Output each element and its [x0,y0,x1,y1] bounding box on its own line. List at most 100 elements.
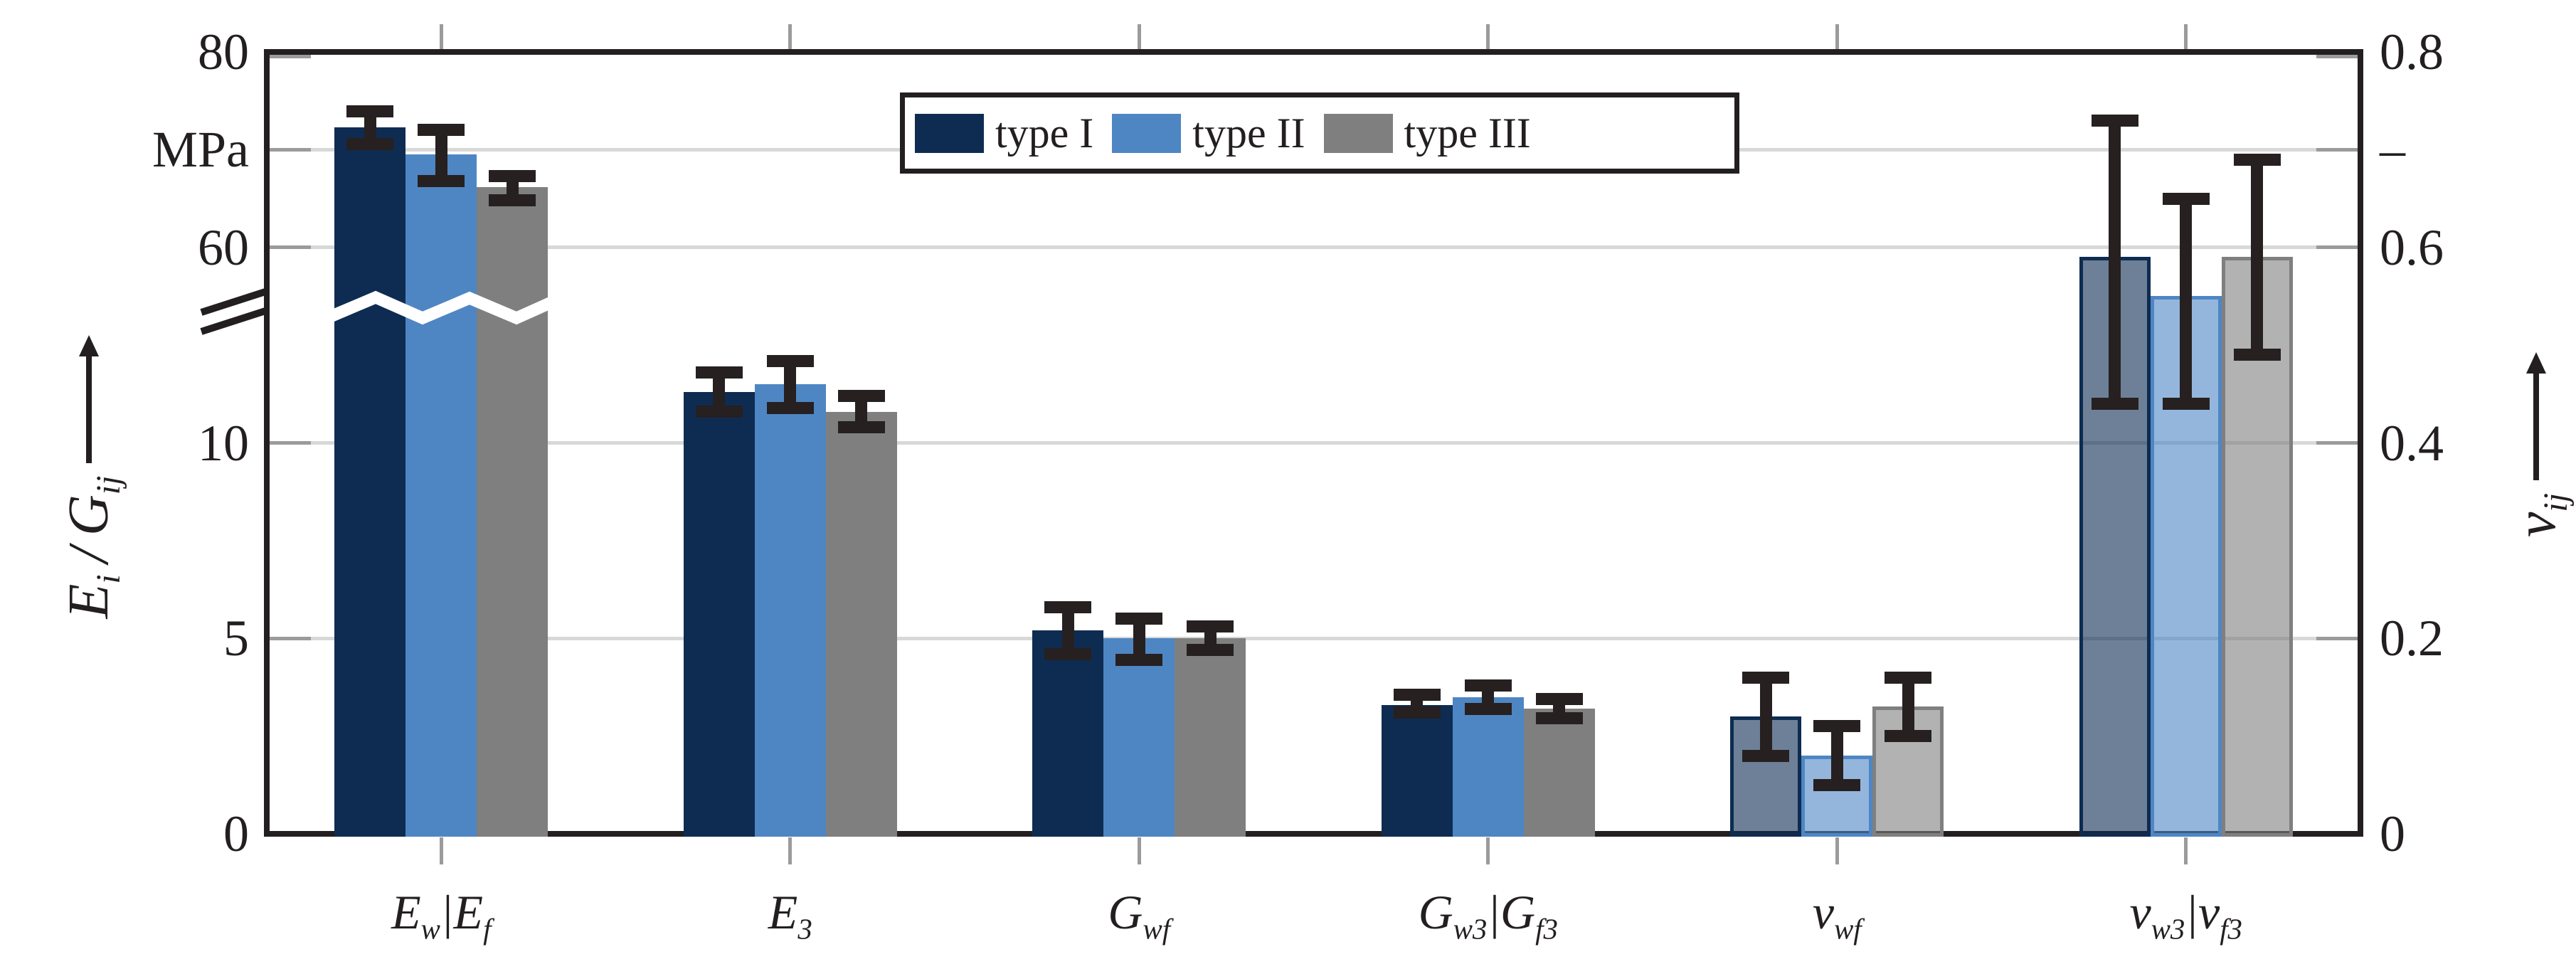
left-tick-stub [270,441,311,445]
x-tick-top [439,24,443,49]
left-tick-label: 0 [223,805,249,862]
error-bar-cap-bottom [418,174,465,187]
bar [334,127,406,837]
error-bar-cap-top [418,124,465,137]
bar [683,392,755,837]
error-bar-line [1133,618,1145,660]
left-axis-title: Ei / Gij [36,206,142,747]
right-tick-stub [2316,55,2358,58]
x-tick-bottom [439,837,443,864]
legend-entry: type II [1112,109,1305,158]
error-bar-cap-bottom [2091,398,2138,411]
error-bar-cap-bottom [1393,706,1441,719]
error-bar-cap-top [1885,671,1932,684]
left-tick-stub [270,636,311,640]
bar [1523,709,1595,837]
error-bar-cap-top [1813,720,1861,733]
right-tick-label: 0.8 [2380,23,2444,80]
x-category-label: Gw3|Gf3 [1418,885,1558,946]
bar [1381,704,1453,837]
x-category-label: νw3|νf3 [2129,885,2242,946]
error-bar-cap-bottom [489,194,536,207]
x-tick-top [1835,24,1839,49]
error-bar-line [435,129,447,181]
legend: type I type II type III [900,92,1739,174]
error-bar-cap-bottom [766,401,814,414]
x-category-label: Ew|Ef [391,885,492,946]
legend-swatch [1323,113,1393,153]
right-axis-title-text: νij [2504,492,2575,538]
gridline [270,441,2358,445]
x-tick-top [1486,24,1490,49]
error-bar-cap-bottom [2233,349,2281,361]
right-axis-unit: – [2380,121,2405,178]
error-bar-line [1830,726,1843,785]
error-bar-cap-top [766,354,814,367]
legend-label: type II [1192,109,1305,157]
error-bar-cap-top [695,366,743,379]
left-tick-label: 60 [198,218,249,276]
error-bar-cap-top [1044,600,1092,613]
bar [1032,630,1104,837]
x-category-label: νwf [1812,885,1862,946]
bar [1175,638,1246,837]
x-tick-top [2184,24,2188,49]
x-tick-bottom [1137,837,1141,864]
error-bar-cap-bottom [1885,730,1932,743]
error-bar-line [784,361,797,408]
left-tick-stub [270,147,311,152]
bar [1452,697,1524,837]
left-tick-stub [270,245,311,250]
error-bar-line [713,372,726,412]
error-bar-cap-top [1187,620,1234,633]
error-bar-cap-bottom [1464,702,1512,715]
x-category-label: E3 [768,885,812,946]
right-tick-stub [2316,147,2358,152]
left-tick-label: 80 [198,23,249,80]
left-axis-unit: MPa [152,121,249,178]
up-arrow-icon [79,334,99,463]
error-bar-cap-top [2091,114,2138,127]
right-tick-stub [2316,636,2358,640]
plot-area-frame [264,49,2363,837]
up-arrow-icon [2526,351,2546,480]
x-tick-bottom [1486,837,1490,864]
gridline [270,245,2358,250]
left-tick-label: 10 [198,414,249,472]
bar [2221,257,2293,837]
error-bar-line [506,176,519,201]
error-bar-line [2109,120,2121,404]
x-tick-bottom [1835,837,1839,864]
bar [477,186,548,837]
error-bar-line [1902,677,1914,736]
right-tick-label: 0 [2380,805,2405,862]
legend-entry: type I [915,109,1093,158]
x-tick-bottom [2184,837,2188,864]
error-bar-cap-top [837,390,885,403]
x-tick-top [788,24,793,49]
error-bar-line [855,396,868,428]
error-bar-cap-top [1535,692,1583,705]
error-bar-line [2180,198,2193,404]
error-bar-cap-bottom [1187,644,1234,657]
x-category-label: Gwf [1108,885,1171,946]
x-tick-bottom [788,837,793,864]
error-bar-cap-top [2162,192,2210,205]
bar [2150,296,2222,837]
right-axis-title: νij [2483,174,2576,715]
error-bar-cap-top [346,105,394,118]
error-bar-cap-bottom [1115,653,1163,666]
error-bar-cap-bottom [2162,398,2210,411]
error-bar-cap-top [489,169,536,182]
error-bar-line [1061,607,1074,655]
right-tick-label: 0.6 [2380,218,2444,276]
error-bar-cap-top [1464,679,1512,692]
error-bar-cap-bottom [1044,647,1092,660]
error-bar-line [2251,159,2264,355]
right-tick-stub [2316,441,2358,445]
error-bar-cap-bottom [1813,778,1861,791]
left-axis-title-text: Ei / Gij [57,475,127,619]
bar [406,154,477,837]
legend-label: type I [995,109,1094,157]
